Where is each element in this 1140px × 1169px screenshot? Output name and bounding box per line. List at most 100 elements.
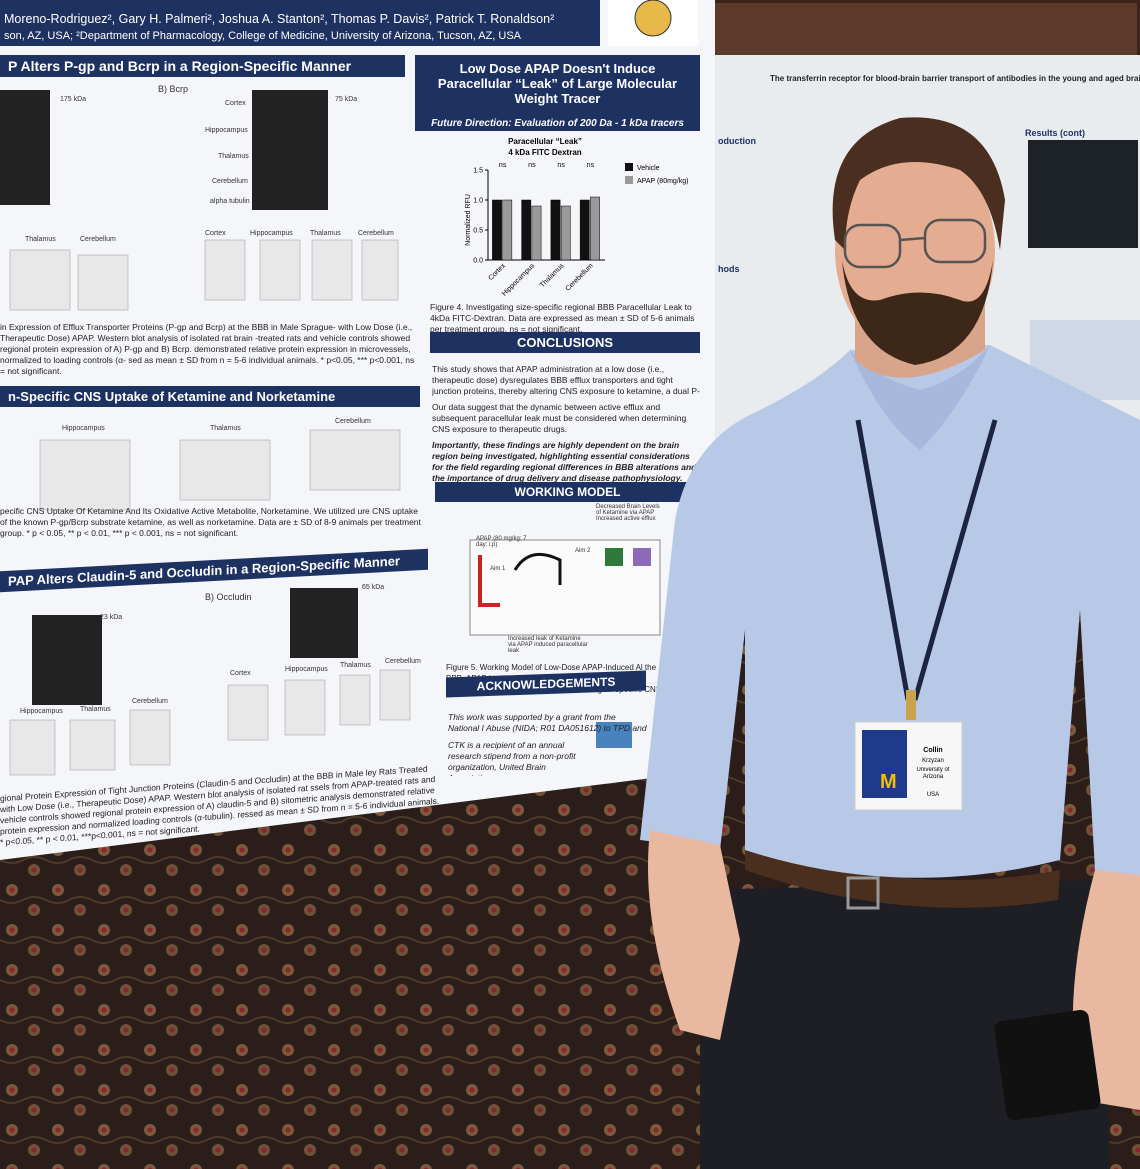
- model-label: Aim 2: [575, 548, 591, 554]
- legend-swatch: [625, 176, 633, 184]
- leak-title: Low Dose APAP Doesn't Induce Paracellula…: [437, 61, 678, 106]
- hair: [832, 117, 1005, 250]
- western-blots: [0, 90, 358, 705]
- poster2-heading: oduction: [718, 136, 756, 146]
- belt: [745, 840, 1060, 908]
- mini-title: Thalamus: [340, 662, 371, 669]
- beard: [842, 260, 993, 365]
- blot-label: Hippocampus: [205, 127, 248, 134]
- significance-label: ns: [587, 162, 595, 169]
- bar: [579, 199, 590, 261]
- badge-surname: Krzyzan: [922, 758, 944, 764]
- badge-university-box: University of Arizona: [916, 767, 950, 780]
- kda-label: 65 kDa: [362, 584, 385, 591]
- bar: [492, 199, 502, 261]
- bar: [521, 199, 532, 261]
- bar: [502, 199, 513, 261]
- kda-label: 23 kDa: [100, 614, 123, 621]
- lanyard: [855, 419, 998, 701]
- badge-country: USA: [927, 792, 939, 798]
- chart-title: Paracellular “Leak”: [508, 137, 582, 146]
- poster2-image: [1028, 140, 1138, 248]
- authors: Moreno-Rodriguez², Gary H. Palmeri², Jos…: [4, 12, 555, 26]
- model-label: Decreased Brain Levels of Ketamine via A…: [596, 504, 660, 522]
- mini-title: Cerebellum: [385, 658, 421, 665]
- poster2-heading: Results (cont): [1025, 128, 1086, 138]
- logo: [634, 0, 672, 37]
- mini-title: Hippocampus: [62, 425, 105, 432]
- chart-subtitle: 4 kDa FITC Dextran: [508, 148, 581, 157]
- kda-label: 175 kDa: [60, 96, 87, 103]
- caption: Figure 4. Investigating size-specific re…: [430, 302, 695, 334]
- notebook: [994, 1009, 1101, 1121]
- mini-title: Thalamus: [80, 706, 111, 713]
- collar: [850, 345, 990, 450]
- kda-label: 75 kDa: [335, 96, 358, 103]
- bar: [560, 205, 571, 261]
- figure-4-chart: Paracellular “Leak” 4 kDa FITC Dextran N…: [465, 137, 689, 298]
- conclusion: Importantly, these findings are highly d…: [432, 440, 697, 483]
- caption: in Expression of Efflux Transporter Prot…: [0, 322, 415, 376]
- badge-m: M: [880, 771, 897, 793]
- poster2-heading: hods: [718, 264, 740, 274]
- significance-label: ns: [499, 162, 507, 169]
- y-tick-label: 1.5: [473, 168, 483, 175]
- mini-title: Cortex: [230, 670, 251, 677]
- poster-header: [0, 0, 600, 46]
- mini-title: Cortex: [205, 230, 226, 237]
- poster2-title: The transferrin receptor for blood-brain…: [770, 74, 1140, 83]
- blot-label: Thalamus: [218, 153, 249, 160]
- future-direction: Future Direction: Evaluation of 200 Da -…: [431, 118, 684, 129]
- buckle: [846, 876, 880, 910]
- mini-title: Thalamus: [310, 230, 341, 237]
- legend-label: Vehicle: [637, 165, 660, 172]
- y-tick-label: 1.0: [473, 198, 483, 205]
- model-label: APAP (80 mg/kg; 7 day; i.p): [476, 536, 527, 548]
- model-label: Aim 1: [490, 566, 506, 572]
- mini-title: Hippocampus: [250, 230, 293, 237]
- mini-title: Thalamus: [25, 236, 56, 243]
- y-tick-label: 0.5: [473, 228, 483, 235]
- significance-label: ns: [528, 162, 536, 169]
- mini-title: Hippocampus: [285, 666, 328, 673]
- model-label: Increased leak of Ketamine via APAP indu…: [508, 636, 588, 654]
- blot-label: Cerebellum: [212, 178, 248, 185]
- section-title: P Alters P-gp and Bcrp in a Region-Speci…: [0, 55, 405, 77]
- legend-swatch: [625, 163, 633, 171]
- significance-label: ns: [557, 162, 565, 169]
- y-axis-label: Normalized RFU: [465, 194, 472, 246]
- ub-logo: [596, 722, 632, 748]
- badge-logo: [862, 730, 907, 798]
- bar: [590, 196, 600, 261]
- mini-title: Hippocampus: [20, 708, 63, 715]
- section-title: WORKING MODEL: [435, 482, 700, 502]
- panel-label: B) Occludin: [205, 592, 252, 602]
- badge-name: Collin: [923, 747, 942, 754]
- conclusion: Our data suggest that the dynamic betwee…: [432, 402, 687, 434]
- badge-university: University of Arizona: [916, 767, 950, 780]
- lanyard-clip: [906, 690, 916, 720]
- bar: [550, 199, 561, 261]
- blot-label: Cortex: [225, 100, 246, 107]
- panel-label: B) Bcrp: [158, 84, 189, 94]
- mini-title: Thalamus: [210, 425, 241, 432]
- leak-title-box: Low Dose APAP Doesn't Induce Paracellula…: [415, 55, 700, 131]
- section-title: n-Specific CNS Uptake of Ketamine and No…: [0, 386, 420, 407]
- mini-title: Cerebellum: [80, 236, 116, 243]
- legend-label: APAP (80mg/kg): [637, 178, 689, 185]
- mini-charts: [9, 239, 411, 776]
- blot-label: alpha tubulin: [210, 198, 250, 205]
- mini-title: Cerebellum: [335, 418, 371, 425]
- caption: pecific CNS Uptake Of Ketamine And Its O…: [0, 506, 421, 538]
- section-title: CONCLUSIONS: [430, 332, 700, 353]
- mini-title: Cerebellum: [358, 230, 394, 237]
- conclusion: This study shows that APAP administratio…: [432, 364, 700, 398]
- left-arm: [648, 830, 740, 1040]
- working-model-diagram: [469, 539, 661, 636]
- glasses: [843, 218, 987, 269]
- acknowledgement: CTK is a recipient of an annual research…: [448, 740, 576, 776]
- acknowledgement: This work was supported by a grant from …: [448, 712, 647, 736]
